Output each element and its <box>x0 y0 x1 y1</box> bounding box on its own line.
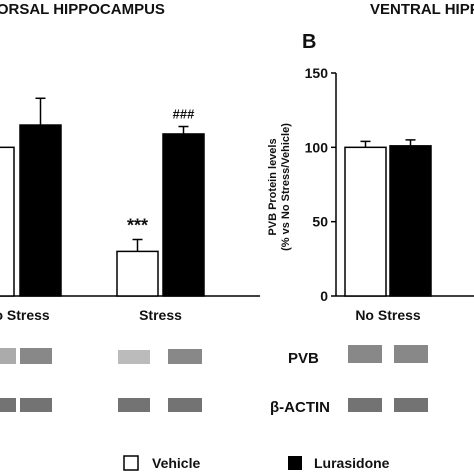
blot-band <box>20 398 52 412</box>
blot-band <box>394 345 428 363</box>
left-panel-title: DORSAL HIPPOCAMPUS <box>0 1 165 18</box>
significance-label: ### <box>173 107 195 122</box>
significance-label: *** <box>127 216 148 236</box>
blot-band <box>168 398 202 412</box>
blot-band <box>0 398 16 412</box>
blot-band <box>118 398 150 412</box>
legend-swatch-lurasidone <box>288 456 302 470</box>
blot-area-right <box>348 345 428 412</box>
bar-vehicle-stress <box>116 250 159 297</box>
panel-b-chart: PVB Protein levels (% vs No Stress/Vehic… <box>267 65 474 323</box>
blot-label-pvb: PVB <box>288 350 319 367</box>
blot-band <box>118 350 150 364</box>
y-tick-label: 150 <box>305 65 329 81</box>
y-tick-label: 50 <box>312 214 328 230</box>
y-tick-label: 100 <box>305 139 329 155</box>
blot-band <box>348 345 382 363</box>
blot-band <box>394 398 428 412</box>
x-tick-label: No Stress <box>355 307 421 323</box>
panel-b-letter: B <box>302 31 316 53</box>
legend: Vehicle Lurasidone <box>123 455 390 471</box>
legend-swatch-vehicle <box>123 455 139 471</box>
blot-area-left <box>0 348 202 412</box>
legend-label-lurasidone: Lurasidone <box>314 455 390 471</box>
bar-vehicle-no-stress <box>0 146 15 297</box>
y-axis-label-line2: (% vs No Stress/Vehicle) <box>280 123 292 251</box>
bar-lurasidone-stress <box>162 133 205 297</box>
panel-a-chart: *** ### No Stress Stress <box>0 97 260 323</box>
blot-band <box>168 349 202 364</box>
y-tick-label: 0 <box>320 288 328 304</box>
bar-vehicle-no-stress <box>344 146 387 297</box>
bar-lurasidone-no-stress <box>19 124 62 297</box>
blot-label-actin: β-ACTIN <box>270 399 330 416</box>
legend-label-vehicle: Vehicle <box>152 455 200 471</box>
x-tick-label: Stress <box>139 307 182 323</box>
blot-band <box>348 398 382 412</box>
y-axis-label-line1: PVB Protein levels <box>267 138 279 235</box>
blot-band <box>20 348 52 364</box>
blot-band <box>0 348 16 364</box>
bar-lurasidone-no-stress <box>389 145 432 297</box>
right-panel-title: VENTRAL HIPPOCAMPUS <box>370 1 474 18</box>
x-tick-label: No Stress <box>0 307 50 323</box>
